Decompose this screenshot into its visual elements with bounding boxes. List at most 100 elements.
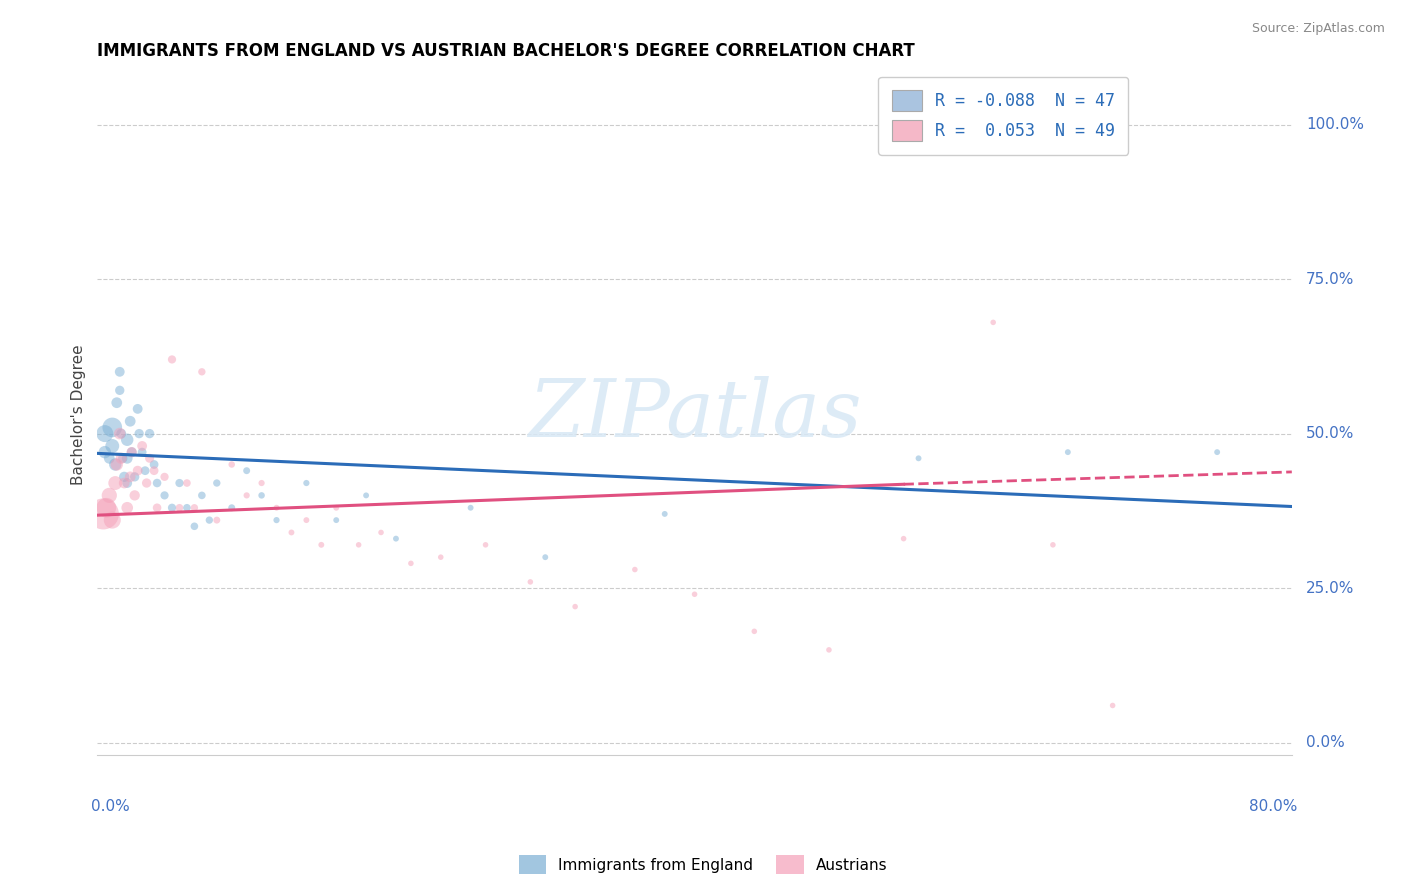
Point (131, 445, 153, 459)
Point (266, 513, 288, 527)
Legend: R = -0.088  N = 47, R =  0.053  N = 49: R = -0.088 N = 47, R = 0.053 N = 49 (879, 77, 1128, 154)
Point (108, 365, 131, 379)
Point (280, 525, 302, 540)
Point (98, 488, 121, 502)
Point (1206, 445, 1229, 459)
Point (153, 488, 176, 502)
Point (460, 500, 482, 515)
Point (519, 574, 541, 589)
Point (893, 532, 915, 546)
Point (325, 513, 347, 527)
Text: 50.0%: 50.0% (1306, 426, 1354, 442)
Point (112, 470, 135, 484)
Point (124, 470, 146, 484)
Point (115, 451, 138, 466)
Point (134, 464, 156, 478)
Point (135, 476, 157, 491)
Point (907, 451, 929, 466)
Point (146, 500, 169, 515)
Point (176, 476, 198, 491)
Point (105, 395, 128, 409)
Point (474, 538, 496, 552)
Point (115, 433, 138, 447)
Point (198, 513, 221, 527)
Point (91, 507, 114, 521)
Text: IMMIGRANTS FROM ENGLAND VS AUSTRIAN BACHELOR'S DEGREE CORRELATION CHART: IMMIGRANTS FROM ENGLAND VS AUSTRIAN BACH… (97, 42, 915, 60)
Point (115, 500, 138, 515)
Point (385, 532, 408, 546)
Point (205, 476, 228, 491)
Point (295, 476, 318, 491)
Text: 75.0%: 75.0% (1306, 272, 1354, 286)
Point (120, 470, 142, 484)
Point (564, 599, 586, 614)
Point (266, 500, 288, 515)
Point (624, 562, 647, 576)
Point (370, 525, 392, 540)
Point (1056, 445, 1078, 459)
Point (191, 365, 214, 379)
Text: ZIPatlas: ZIPatlas (527, 376, 862, 454)
Point (121, 445, 143, 459)
Point (112, 476, 135, 491)
Point (742, 624, 765, 639)
Point (101, 513, 124, 527)
Point (295, 513, 318, 527)
Point (115, 476, 138, 491)
Point (399, 557, 422, 571)
Text: 0.0%: 0.0% (1306, 735, 1346, 750)
Point (138, 451, 160, 466)
Text: 25.0%: 25.0% (1306, 581, 1354, 596)
Point (176, 500, 198, 515)
Point (104, 476, 127, 491)
Point (131, 439, 153, 453)
Y-axis label: Bachelor's Degree: Bachelor's Degree (72, 344, 86, 485)
Point (221, 500, 243, 515)
Point (354, 488, 377, 502)
Text: 80.0%: 80.0% (1250, 799, 1298, 814)
Point (221, 458, 243, 472)
Point (120, 414, 142, 428)
Point (105, 458, 128, 472)
Point (1101, 698, 1123, 713)
Point (143, 464, 166, 478)
Point (191, 488, 214, 502)
Point (311, 538, 333, 552)
Point (205, 513, 228, 527)
Point (110, 426, 132, 441)
Point (981, 315, 1004, 329)
Point (128, 426, 150, 441)
Point (110, 451, 132, 466)
Point (104, 458, 127, 472)
Point (818, 643, 841, 657)
Point (235, 488, 257, 502)
Point (108, 384, 131, 398)
Point (143, 458, 166, 472)
Point (127, 401, 149, 416)
Point (250, 488, 273, 502)
Point (325, 500, 347, 515)
Point (124, 488, 146, 502)
Point (121, 445, 143, 459)
Point (235, 464, 257, 478)
Point (111, 451, 134, 466)
Point (94, 426, 117, 441)
Point (96, 500, 118, 515)
Point (101, 420, 124, 434)
Point (108, 426, 131, 441)
Point (138, 426, 160, 441)
Point (683, 587, 706, 601)
Point (127, 464, 149, 478)
Text: Source: ZipAtlas.com: Source: ZipAtlas.com (1251, 22, 1385, 36)
Point (250, 476, 273, 491)
Text: 100.0%: 100.0% (1306, 117, 1364, 132)
Point (94, 445, 117, 459)
Point (153, 470, 176, 484)
Point (534, 550, 557, 565)
Legend: Immigrants from England, Austrians: Immigrants from England, Austrians (512, 849, 894, 880)
Point (183, 519, 205, 533)
Point (169, 476, 191, 491)
Point (98, 451, 121, 466)
Point (347, 538, 370, 552)
Point (160, 500, 183, 515)
